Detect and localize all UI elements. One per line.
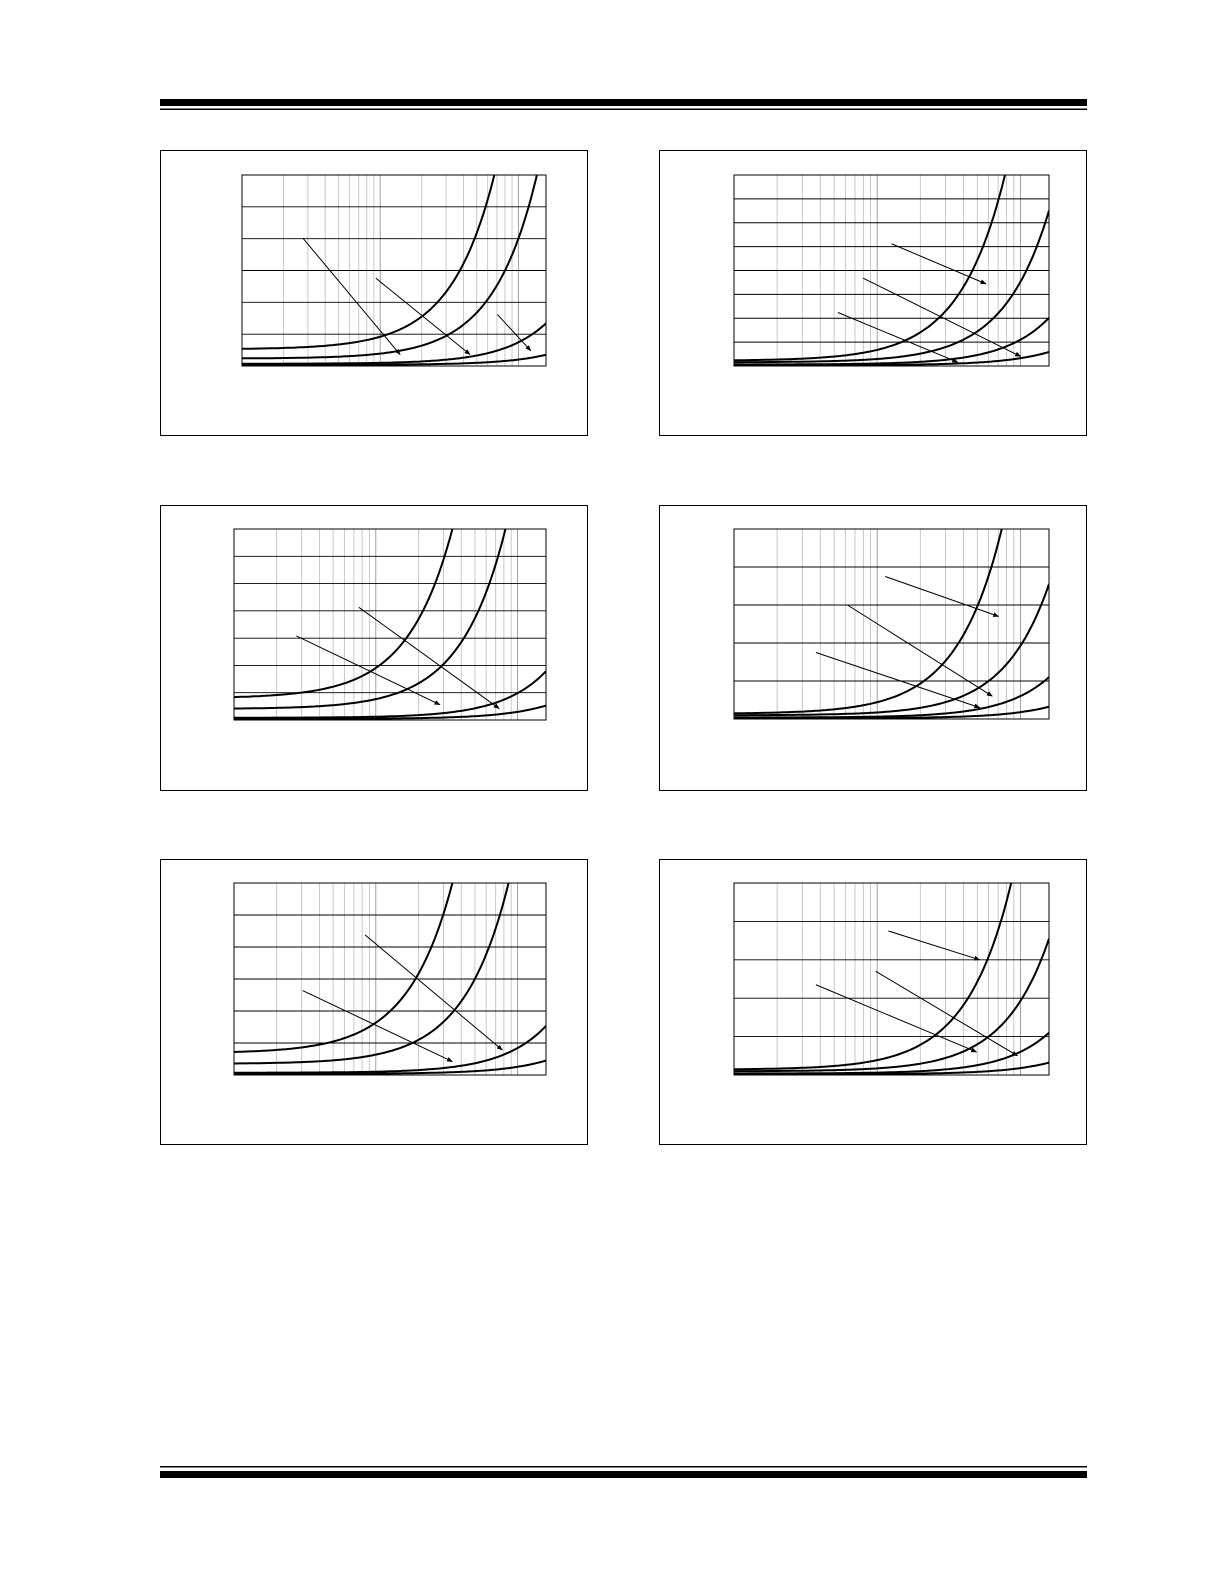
footer-rule-thick bbox=[160, 1471, 1087, 1478]
plot-frame bbox=[233, 882, 547, 1076]
callout-arrow bbox=[375, 277, 471, 355]
curve bbox=[234, 670, 546, 719]
curve bbox=[734, 529, 1003, 715]
callout-arrow bbox=[358, 606, 500, 709]
plot-frame bbox=[233, 528, 547, 721]
header-rule-thick bbox=[160, 99, 1087, 106]
curve bbox=[234, 704, 546, 720]
callout-arrow bbox=[302, 237, 401, 356]
curve bbox=[242, 322, 546, 365]
figure-frame bbox=[659, 150, 1087, 436]
callout-arrow bbox=[815, 984, 978, 1053]
callout-arrow bbox=[364, 934, 503, 1051]
curve bbox=[234, 529, 507, 710]
curve bbox=[734, 883, 1013, 1071]
callout-arrow bbox=[496, 314, 532, 352]
plot-frame bbox=[241, 174, 547, 367]
curve bbox=[234, 883, 510, 1065]
curve bbox=[242, 175, 538, 360]
callout-arrow bbox=[837, 312, 959, 363]
figure-frame bbox=[160, 859, 588, 1145]
callout-arrow bbox=[885, 576, 1000, 617]
curve bbox=[734, 705, 1049, 719]
curve bbox=[734, 210, 1049, 364]
figure-frame bbox=[659, 859, 1087, 1145]
curve bbox=[734, 583, 1049, 717]
plot-frame bbox=[733, 882, 1050, 1076]
curve bbox=[734, 350, 1049, 366]
callout-arrow bbox=[862, 277, 1022, 357]
curve bbox=[242, 353, 546, 366]
callout-arrow bbox=[815, 652, 981, 709]
callout-arrow bbox=[847, 604, 993, 697]
curve bbox=[234, 529, 454, 699]
figure-frame bbox=[160, 150, 588, 436]
curve bbox=[734, 1061, 1049, 1075]
curve bbox=[734, 938, 1049, 1073]
curve bbox=[234, 883, 454, 1053]
callout-arrow bbox=[302, 990, 453, 1063]
callout-arrow bbox=[888, 930, 981, 961]
callout-arrow bbox=[891, 243, 987, 285]
curve bbox=[242, 175, 496, 350]
callout-arrow bbox=[296, 635, 441, 706]
curve bbox=[734, 175, 1006, 362]
header-rule-thin bbox=[160, 108, 1087, 110]
plot-frame bbox=[733, 528, 1050, 720]
figure-frame bbox=[160, 505, 588, 791]
curve bbox=[234, 1059, 546, 1075]
figure-frame bbox=[659, 505, 1087, 791]
callout-arrow bbox=[875, 970, 1019, 1057]
plot-frame bbox=[733, 174, 1050, 367]
curve bbox=[234, 1025, 546, 1074]
footer-rule-thin bbox=[160, 1466, 1087, 1468]
